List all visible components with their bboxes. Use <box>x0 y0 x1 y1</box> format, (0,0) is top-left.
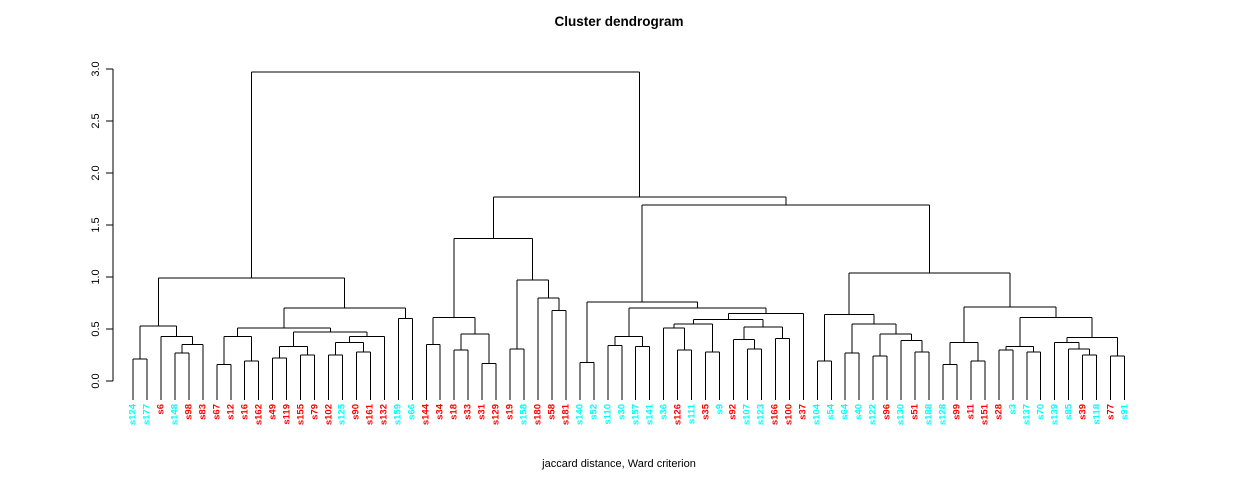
leaf-label: s36 <box>658 404 670 420</box>
chart-title: Cluster dendrogram <box>554 14 684 29</box>
leaf-label: s11 <box>965 404 977 420</box>
leaf-label: s34 <box>434 404 446 420</box>
leaf-label: s66 <box>406 404 418 420</box>
leaf-label: s98 <box>183 404 195 420</box>
leaf-label: s37 <box>797 404 809 420</box>
leaf-label: s144 <box>420 404 432 426</box>
leaf-label: s100 <box>783 404 795 426</box>
leaf-label: s125 <box>336 404 348 426</box>
chart-caption: jaccard distance, Ward criterion <box>542 458 696 470</box>
leaf-label: s90 <box>350 404 362 420</box>
leaf-label: s30 <box>616 404 628 420</box>
leaf-label: s148 <box>169 404 181 426</box>
leaf-label: s124 <box>127 404 139 426</box>
leaf-label: s188 <box>923 404 935 426</box>
leaf-label: s132 <box>378 404 390 426</box>
leaf-label: s77 <box>1105 404 1117 420</box>
leaf-label: s155 <box>295 404 307 426</box>
leaf-label: s6 <box>155 404 167 415</box>
leaf-label: s39 <box>1077 404 1089 420</box>
leaf-label: s12 <box>225 404 237 420</box>
leaf-label: s40 <box>853 404 865 420</box>
leaf-label: s139 <box>1049 404 1061 426</box>
y-tick-label: 2.0 <box>90 165 102 181</box>
leaf-label: s54 <box>825 404 837 420</box>
leaf-label: s16 <box>239 404 251 420</box>
leaf-label: s123 <box>755 404 767 426</box>
y-tick-label: 0.5 <box>90 321 102 337</box>
leaf-label: s119 <box>281 404 293 425</box>
leaf-label: s9 <box>714 404 726 415</box>
leaf-label: s110 <box>602 404 614 425</box>
leaf-label: s111 <box>686 404 698 425</box>
leaf-label: s3 <box>1007 404 1019 415</box>
leaf-label: s70 <box>1035 404 1047 420</box>
leaf-label: s35 <box>700 404 712 420</box>
leaf-label: s140 <box>574 404 586 426</box>
leaf-label: s181 <box>560 404 572 426</box>
leaf-label: s157 <box>630 404 642 426</box>
leaf-label: s51 <box>909 404 921 420</box>
leaf-label: s141 <box>644 404 656 426</box>
leaf-label: s28 <box>993 404 1005 420</box>
leaf-label: s31 <box>476 404 488 420</box>
leaf-label: s18 <box>448 404 460 420</box>
leaf-label: s33 <box>462 404 474 420</box>
leaf-label: s67 <box>211 404 223 420</box>
y-tick-label: 1.0 <box>90 269 102 285</box>
leaf-label: s83 <box>197 404 209 420</box>
leaf-label: s96 <box>881 404 893 420</box>
leaf-label: s79 <box>309 404 321 420</box>
leaf-label: s159 <box>392 404 404 426</box>
leaf-label: s58 <box>546 404 558 420</box>
leaf-label: s104 <box>811 404 823 426</box>
leaf-label: s130 <box>895 404 907 426</box>
leaf-label: s122 <box>867 404 879 426</box>
leaf-label: s161 <box>364 404 376 426</box>
leaf-label: s158 <box>518 404 530 426</box>
y-tick-label: 0.0 <box>90 373 102 389</box>
leaf-label: s128 <box>937 404 949 426</box>
leaf-label: s129 <box>490 404 502 426</box>
leaf-label: s166 <box>769 404 781 426</box>
leaf-label: s19 <box>504 404 516 420</box>
leaf-label: s137 <box>1021 404 1033 426</box>
y-tick-label: 3.0 <box>90 61 102 77</box>
y-tick-label: 2.5 <box>90 113 102 129</box>
leaf-label: s99 <box>951 404 963 420</box>
y-tick-label: 1.5 <box>90 217 102 233</box>
leaf-label: s151 <box>979 404 991 426</box>
leaf-label: s64 <box>839 404 851 420</box>
leaf-label: s85 <box>1063 404 1075 420</box>
leaf-label: s180 <box>532 404 544 426</box>
leaf-label: s162 <box>253 404 265 426</box>
leaf-label: s177 <box>141 404 153 426</box>
leaf-label: s52 <box>588 404 600 420</box>
leaf-label: s92 <box>727 404 739 420</box>
leaf-label: s118 <box>1091 404 1103 425</box>
leaf-label: s107 <box>741 404 753 426</box>
leaf-label: s49 <box>267 404 279 420</box>
leaf-label: s91 <box>1119 404 1130 420</box>
leaf-label: s126 <box>672 404 684 426</box>
leaf-label: s102 <box>323 404 334 426</box>
